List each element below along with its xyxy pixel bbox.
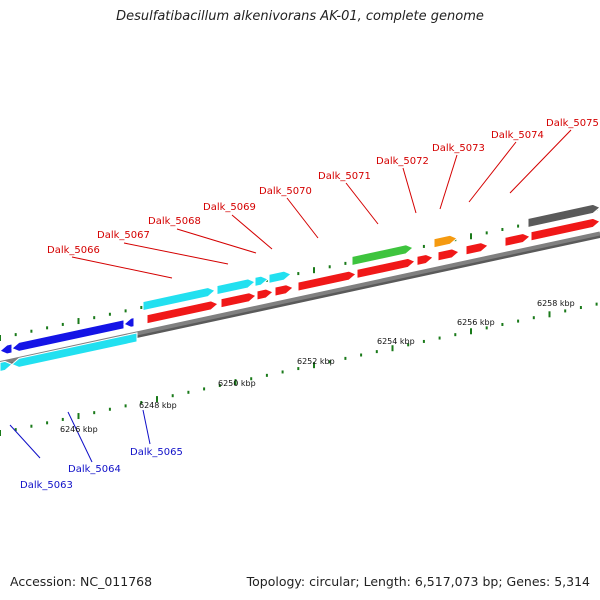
label-leader-line: [439, 154, 458, 210]
gene-dalk-5075: [530, 217, 600, 242]
label-leader-line: [9, 424, 41, 459]
scale-label-6248: 6248 kbp: [139, 401, 177, 410]
scale-label-6256: 6256 kbp: [457, 318, 495, 327]
gene-red-3: [256, 288, 274, 301]
gene-label-dalk-5071[interactable]: Dalk_5071: [318, 171, 371, 182]
gene-label-dalk-5064[interactable]: Dalk_5064: [68, 464, 121, 475]
gene-dalk-5067: [216, 278, 256, 296]
gene-label-dalk-5067[interactable]: Dalk_5067: [97, 230, 150, 241]
gene-dalk-5068: [254, 275, 269, 288]
gene-red-5: [356, 257, 416, 280]
gene-cyan-low-2: [11, 332, 138, 368]
scale-label-6250: 6250 kbp: [218, 379, 256, 388]
gene-label-dalk-5063[interactable]: Dalk_5063: [20, 480, 73, 491]
label-leader-line: [176, 228, 257, 254]
label-leader-line: [67, 411, 93, 463]
gene-label-dalk-5075[interactable]: Dalk_5075: [546, 118, 599, 129]
gene-dalk-5066: [142, 287, 216, 312]
label-leader-line: [71, 256, 173, 279]
gene-label-dalk-5074[interactable]: Dalk_5074: [491, 130, 544, 141]
gene-red-6: [437, 248, 460, 262]
gene-cyan-low-1: [0, 360, 13, 373]
gene-dalk-5073: [433, 234, 458, 249]
gene-label-dalk-5069[interactable]: Dalk_5069: [203, 202, 256, 213]
scale-label-6258: 6258 kbp: [537, 299, 575, 308]
gene-dalk-5071: [351, 244, 414, 267]
label-leaders: [9, 129, 572, 463]
inner-tick-track: [0, 302, 598, 436]
label-leader-line: [509, 129, 572, 194]
gene-red-7: [504, 233, 531, 248]
gene-red-4: [274, 284, 294, 297]
label-leader-line: [123, 242, 229, 265]
gene-labels[interactable]: Dalk_5063 Dalk_5064 Dalk_5065 Dalk_5066 …: [20, 118, 599, 491]
gene-label-dalk-5072[interactable]: Dalk_5072: [376, 156, 429, 167]
label-leader-line: [402, 167, 417, 214]
label-leader-line: [231, 214, 273, 250]
label-leader-line: [468, 141, 517, 203]
gene-dalk-5072: [416, 253, 434, 267]
gene-label-dalk-5073[interactable]: Dalk_5073: [432, 143, 485, 154]
outer-tick-track: [0, 207, 598, 341]
gene-label-dalk-5066[interactable]: Dalk_5066: [47, 245, 100, 256]
genome-summary-text: Topology: circular; Length: 6,517,073 bp…: [246, 574, 590, 589]
accession-text: Accession: NC_011768: [10, 574, 153, 589]
gene-dalk-5063: [0, 343, 13, 355]
label-leader-line: [345, 182, 379, 225]
scale-label-6252: 6252 kbp: [297, 357, 335, 366]
label-leader-line: [142, 409, 151, 445]
map-title: Desulfatibacillum alkenivorans AK-01, co…: [116, 9, 484, 24]
gene-features: [0, 203, 600, 373]
scale-label-6246: 6246 kbp: [60, 425, 98, 434]
gene-dalk-5065: [123, 316, 135, 328]
gene-dalk-5074: [465, 242, 489, 256]
label-leader-line: [286, 197, 319, 239]
gene-label-dalk-5068[interactable]: Dalk_5068: [148, 216, 201, 227]
gene-label-dalk-5070[interactable]: Dalk_5070: [259, 186, 312, 197]
gene-dalk-5070: [297, 270, 357, 292]
gene-dalk-5069: [268, 270, 292, 285]
scale-label-6254: 6254 kbp: [377, 337, 415, 346]
gene-dalk-5075-gray: [527, 203, 600, 229]
scale-labels: 6246 kbp 6248 kbp 6250 kbp 6252 kbp 6254…: [60, 299, 575, 434]
gene-red-2: [220, 292, 257, 309]
gene-label-dalk-5065[interactable]: Dalk_5065: [130, 447, 183, 458]
gene-red-1: [146, 300, 219, 325]
